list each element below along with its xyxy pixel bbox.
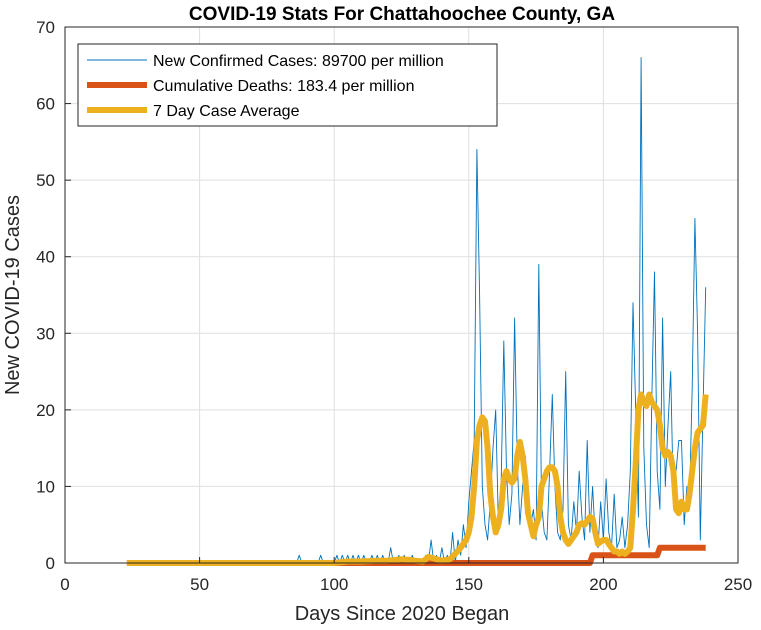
legend-label-average: 7 Day Case Average xyxy=(153,103,300,120)
x-tick-label: 50 xyxy=(190,575,209,594)
y-tick-label: 20 xyxy=(36,401,55,420)
y-tick-label: 0 xyxy=(46,554,55,573)
x-tick-label: 0 xyxy=(60,575,69,594)
y-axis-title: New COVID-19 Cases xyxy=(2,195,24,395)
x-tick-label: 200 xyxy=(589,575,617,594)
x-tick-label: 250 xyxy=(724,575,752,594)
legend-box xyxy=(77,43,498,127)
x-tick-label: 150 xyxy=(455,575,483,594)
plot-frame xyxy=(64,26,739,564)
y-tick-label: 30 xyxy=(36,324,55,343)
chart-title: COVID-19 Stats For Chattahoochee County,… xyxy=(189,4,615,25)
legend: New Confirmed Cases: 89700 per million C… xyxy=(77,43,498,127)
legend-label-deaths: Cumulative Deaths: 183.4 per million xyxy=(153,78,414,95)
x-axis-title: Days Since 2020 Began xyxy=(295,603,510,625)
y-tick-label: 40 xyxy=(36,248,55,267)
legend-label-new-cases: New Confirmed Cases: 89700 per million xyxy=(153,53,444,70)
y-tick-label: 50 xyxy=(36,171,55,190)
series-7-day-average xyxy=(126,391,709,566)
y-tick-label: 10 xyxy=(36,477,55,496)
y-tick-label: 70 xyxy=(36,18,55,37)
x-tick-label: 100 xyxy=(320,575,348,594)
y-tick-label: 60 xyxy=(36,95,55,114)
axis-ticks: 0 50 100 150 200 250 0 10 20 30 40 50 60 70 xyxy=(36,18,752,594)
